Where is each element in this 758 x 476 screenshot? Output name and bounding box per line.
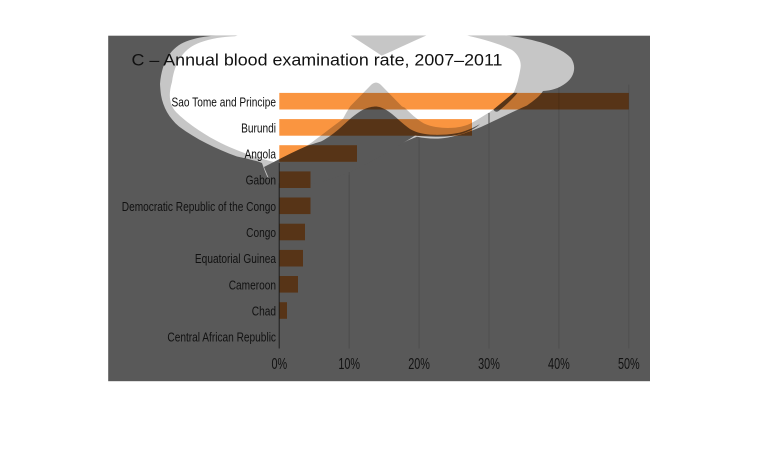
svg-text:C – Annual blood examination r: C – Annual blood examination rate, 2007–…	[132, 52, 503, 70]
svg-text:Burundi: Burundi	[241, 121, 276, 135]
svg-text:Democratic Republic of the Con: Democratic Republic of the Congo	[122, 200, 276, 214]
svg-text:40%: 40%	[548, 355, 570, 372]
svg-text:0%: 0%	[271, 355, 287, 372]
svg-text:Central African Republic: Central African Republic	[167, 330, 276, 344]
svg-text:Angola: Angola	[244, 147, 276, 161]
svg-text:Sao Tome and Principe: Sao Tome and Principe	[171, 95, 276, 109]
svg-text:10%: 10%	[338, 355, 360, 372]
svg-text:Congo: Congo	[246, 226, 276, 240]
svg-text:Cameroon: Cameroon	[229, 278, 276, 292]
svg-text:30%: 30%	[478, 355, 500, 372]
svg-text:Chad: Chad	[252, 304, 276, 318]
svg-text:50%: 50%	[618, 355, 640, 372]
svg-text:20%: 20%	[408, 355, 430, 372]
svg-text:Equatorial Guinea: Equatorial Guinea	[195, 252, 277, 266]
svg-text:Gabon: Gabon	[246, 174, 276, 188]
